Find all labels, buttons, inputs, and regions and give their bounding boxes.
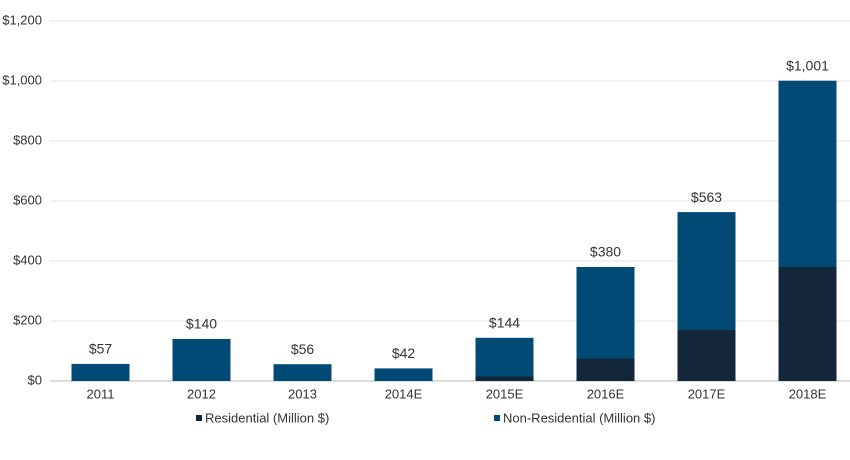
legend-label: Non-Residential (Million $) [503, 410, 655, 425]
y-tick-label: $1,000 [2, 72, 42, 87]
legend-label: Residential (Million $) [205, 410, 329, 425]
y-tick-label: $200 [13, 312, 42, 327]
x-tick-label: 2014E [385, 386, 423, 401]
total-label: $57 [89, 341, 113, 357]
bar-segment [677, 330, 736, 381]
total-label: $1,001 [786, 57, 829, 73]
bar-segment [778, 267, 837, 381]
bar-segment [576, 358, 635, 381]
bar-segment [475, 337, 534, 377]
y-tick-label: $800 [13, 132, 42, 147]
total-label: $563 [691, 189, 722, 205]
bar-segment [576, 267, 635, 359]
y-tick-label: $1,200 [2, 12, 42, 27]
x-tick-label: 2011 [87, 386, 115, 401]
total-label: $380 [590, 244, 621, 260]
x-tick-label: 2018E [789, 386, 827, 401]
bar-segment [71, 363, 130, 381]
bar-segment [778, 80, 837, 267]
bar-segment [475, 376, 534, 381]
x-tick-label: 2012 [187, 386, 216, 401]
bar-segment [374, 368, 433, 381]
total-label: $56 [291, 341, 315, 357]
x-tick-label: 2013 [288, 386, 317, 401]
legend-swatch [196, 415, 202, 421]
total-label: $42 [392, 345, 416, 361]
bar-segment [273, 364, 332, 381]
legend-swatch [494, 415, 500, 421]
x-tick-label: 2015E [486, 386, 524, 401]
x-tick-label: 2016E [587, 386, 625, 401]
total-label: $144 [489, 315, 520, 331]
y-tick-label: $0 [28, 372, 42, 387]
x-tick-label: 2017E [688, 386, 726, 401]
y-tick-label: $600 [13, 192, 42, 207]
bar-segment [677, 212, 736, 330]
bar-segment [172, 339, 231, 381]
y-tick-label: $400 [13, 252, 42, 267]
total-label: $140 [186, 316, 217, 332]
